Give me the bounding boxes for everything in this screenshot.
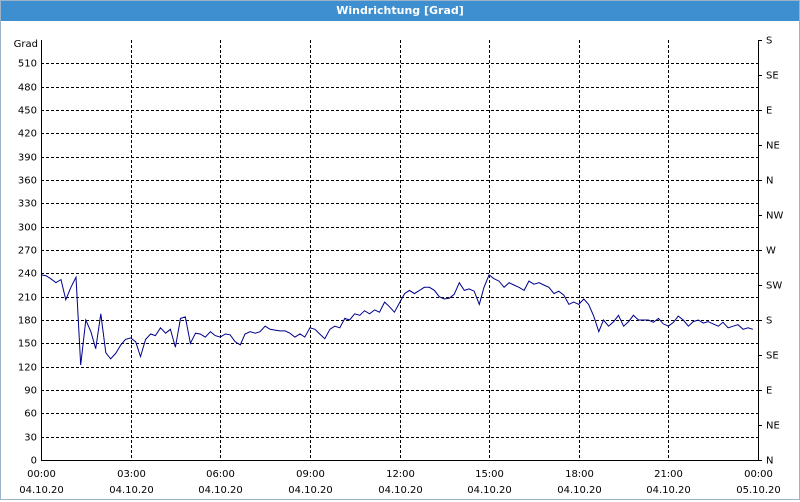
y-tick-label: 270 [18,246,37,257]
y-tick-label: 300 [18,223,37,234]
x-tick-label: 21:00 [654,469,683,480]
y-tick-label: 360 [18,176,37,187]
y2-tick-label: NE [766,421,780,432]
y2-tick-label: S [766,36,772,47]
x-tick-date: 04.10.20 [19,485,64,496]
y2-tick-label: SE [766,351,779,362]
y-tick-label: 180 [18,316,37,327]
x-tick-label: 09:00 [296,469,325,480]
y-tick-label: 330 [18,199,37,210]
y2-tick-label: W [766,246,776,257]
x-tick-label: 18:00 [565,469,594,480]
x-tick-date: 04.10.20 [467,485,512,496]
x-tick-label: 00:00 [27,469,56,480]
y2-tick-label: N [766,176,773,187]
x-tick-date: 04.10.20 [198,485,243,496]
y-tick-label: 60 [24,409,37,420]
x-tick-label: 00:00 [744,469,773,480]
y-tick-label: 480 [18,83,37,94]
x-tick-date: 04.10.20 [646,485,691,496]
y2-tick-label: N [766,456,773,467]
x-tick-date: 05.10.20 [736,485,781,496]
y2-tick-label: NW [766,211,783,222]
y-tick-label: 510 [18,59,37,70]
y-axis-label: Grad [14,39,38,50]
y2-tick-label: SW [766,281,782,292]
y-tick-label: 420 [18,129,37,140]
y2-tick-label: E [766,106,772,117]
chart: 0 30 60 90 120 150 180 210 240 270 300 330 360 390 420… [14,36,784,497]
y2-tick-label: SE [766,71,779,82]
y-tick-label: 390 [18,153,37,164]
x-tick-date: 04.10.20 [288,485,333,496]
y2-tick-label: S [766,316,772,327]
y-tick-label: 0 [31,456,37,467]
title-bar: Windrichtung [Grad] [1,1,799,21]
y-tick-label: 90 [24,386,37,397]
data-line [40,274,754,366]
y-tick-label: 450 [18,106,37,117]
y-tick-label: 150 [18,339,37,350]
y-tick-label: 240 [18,269,37,280]
x-tick-label: 15:00 [475,469,504,480]
y-tick-label: 30 [24,433,37,444]
x-tick-label: 12:00 [386,469,415,480]
y-tick-label: 120 [18,363,37,374]
x-tick-label: 06:00 [206,469,235,480]
y-tick-label: 210 [18,293,37,304]
y2-tick-label: NE [766,141,780,152]
y2-tick-label: E [766,386,772,397]
x-tick-date: 04.10.20 [378,485,423,496]
x-tick-label: 03:00 [117,469,146,480]
x-tick-date: 04.10.20 [557,485,602,496]
x-tick-date: 04.10.20 [109,485,154,496]
